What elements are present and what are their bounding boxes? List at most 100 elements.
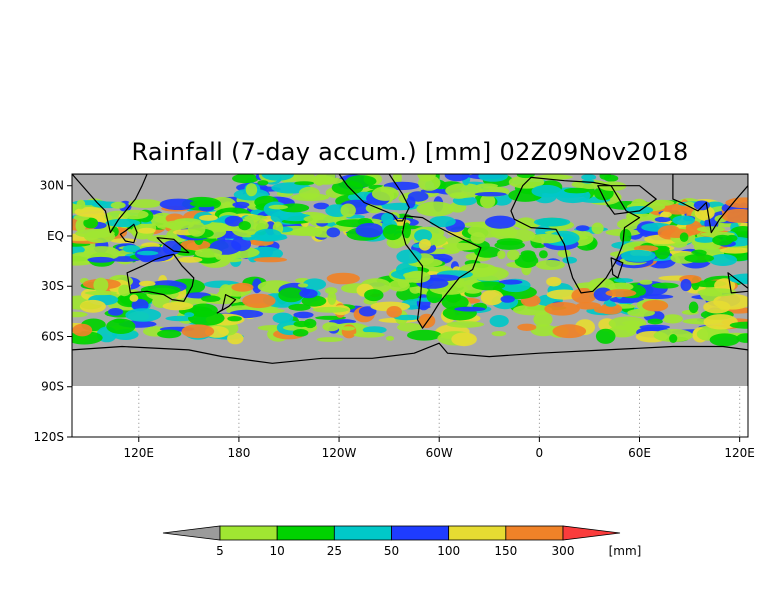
rain-cell — [451, 332, 477, 347]
rain-cell — [227, 332, 244, 345]
landmass-antarctica — [72, 342, 748, 386]
rain-cell — [261, 174, 295, 181]
rain-cell — [254, 228, 282, 242]
rain-cell — [201, 295, 221, 303]
rain-cell — [184, 312, 195, 318]
rain-cell — [278, 287, 304, 303]
rain-cell — [162, 301, 194, 311]
rain-cell — [647, 318, 663, 325]
rain-cell — [608, 282, 634, 292]
rain-cell — [120, 209, 149, 220]
rain-cell — [575, 225, 590, 232]
rain-cell — [736, 333, 748, 343]
rain-cell — [639, 294, 674, 300]
landmass-australia — [126, 253, 195, 302]
rain-cell — [546, 276, 562, 287]
rain-cell — [605, 302, 617, 307]
rain-cell — [245, 183, 258, 197]
landmass-asia-east — [672, 174, 748, 234]
landmass-north-america — [338, 174, 410, 222]
rain-cell — [423, 274, 460, 282]
rain-cell — [429, 216, 456, 227]
landmass-new-zealand — [216, 294, 237, 314]
rain-cell — [326, 227, 341, 238]
rain-cell — [533, 217, 571, 227]
rain-cell — [445, 183, 483, 199]
rain-cell — [516, 174, 535, 179]
rain-cell — [407, 329, 442, 341]
rain-cell — [187, 221, 206, 237]
y-tick-label: 90S — [41, 380, 64, 394]
rain-cell — [575, 302, 602, 310]
rain-cell — [544, 302, 580, 316]
rain-cell — [76, 199, 86, 210]
rain-cell — [517, 323, 537, 331]
rain-cell — [694, 236, 716, 243]
rain-cell — [639, 324, 670, 330]
axes: 30N EQ 30S 60S 90S 120S 120E 180 120W 60W 0 60E 120E… — [33, 179, 754, 460]
rain-cell — [106, 318, 136, 334]
rain-cell — [639, 279, 653, 285]
rain-cell — [199, 214, 218, 221]
rain-cell — [268, 204, 288, 210]
rain-cell — [242, 293, 276, 309]
y-tick-label: 30S — [41, 279, 64, 293]
rain-cell — [620, 249, 656, 262]
rain-cell — [599, 174, 612, 180]
rain-cell — [75, 218, 86, 233]
rain-cell — [581, 174, 597, 181]
rain-cell — [703, 300, 731, 314]
x-tick-label: 0 — [536, 446, 544, 460]
rain-cell — [480, 194, 496, 209]
rain-cell — [227, 316, 242, 322]
rain-cell — [257, 180, 269, 186]
rain-cell — [496, 238, 523, 246]
grid-lines — [72, 386, 748, 438]
rain-cell — [358, 306, 377, 317]
y-tick-label: EQ — [47, 229, 64, 243]
rain-cell — [79, 299, 106, 313]
y-tick-label: 30N — [40, 179, 64, 193]
rain-cell — [557, 249, 571, 258]
rain-cell — [662, 314, 683, 324]
rain-cell — [520, 250, 536, 258]
rain-cell — [661, 228, 694, 238]
rain-cell — [485, 215, 516, 229]
rain-cell — [418, 239, 431, 251]
rain-cell — [232, 201, 250, 208]
rain-cell — [472, 281, 506, 291]
rain-cell — [564, 187, 590, 194]
rain-cell — [340, 203, 356, 218]
rain-cell — [489, 315, 509, 328]
rain-cell — [128, 199, 162, 209]
rain-cell — [252, 278, 262, 294]
plot-frame — [71, 173, 749, 438]
rain-cell — [595, 328, 616, 344]
rain-cell — [454, 306, 486, 312]
legend-swatch — [505, 525, 564, 541]
rain-cell — [322, 322, 340, 332]
legend-boundary-label: 300 — [552, 544, 575, 558]
rain-cell — [441, 294, 469, 310]
rain-cell — [385, 336, 395, 341]
rain-cell — [397, 322, 423, 332]
rain-cell — [129, 294, 139, 302]
rain-cell — [651, 282, 679, 289]
rain-cell — [188, 310, 225, 326]
rain-cell — [474, 192, 507, 197]
rain-cell — [131, 299, 149, 312]
rain-cell — [364, 289, 384, 302]
rain-cell — [93, 277, 109, 293]
rain-cell — [355, 223, 384, 238]
rain-cell — [684, 253, 715, 263]
map-title: Rainfall (7-day accum.) [mm] 02Z09Nov201… — [131, 138, 689, 166]
rain-cell — [593, 287, 613, 302]
rain-cell — [535, 260, 566, 270]
rain-cell — [326, 272, 360, 285]
x-tick-label: 120E — [124, 446, 155, 460]
rain-cell — [325, 287, 338, 295]
rain-cell — [87, 256, 115, 263]
rain-cell — [189, 200, 220, 208]
rain-cell — [499, 279, 523, 285]
rain-cell — [416, 201, 455, 217]
